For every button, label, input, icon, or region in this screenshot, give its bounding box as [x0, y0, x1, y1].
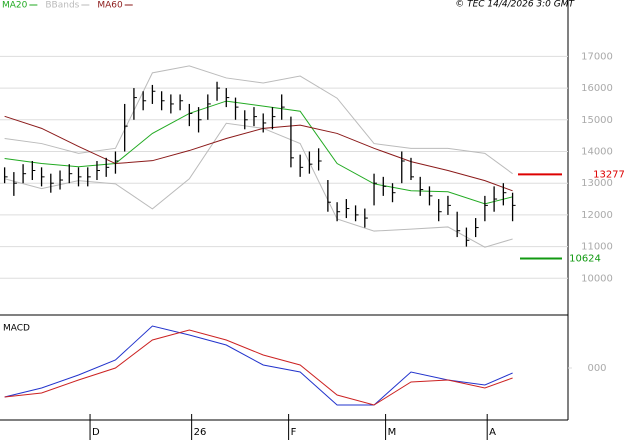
legend-label: MA60 — [97, 1, 123, 11]
level-label: 10624 — [569, 254, 601, 265]
x-tick-label: M — [388, 427, 397, 438]
y-tick-label: 15000 — [581, 115, 613, 126]
timestamp: © TEC 14/4/2026 3:0 GMT — [455, 0, 575, 10]
line-0 — [4, 100, 513, 205]
macd-line-0 — [4, 325, 513, 406]
y-tick-label: 17000 — [581, 51, 613, 62]
legend-label: BBands — [45, 1, 79, 11]
y-tick-label: 14000 — [581, 146, 613, 157]
level-label: 13277 — [593, 169, 625, 180]
x-tick-label: F — [291, 427, 297, 438]
macd-line-1 — [4, 329, 513, 406]
y-tick-label: 12000 — [581, 210, 613, 221]
y-tick-label: 13000 — [581, 178, 613, 189]
x-tick-label: D — [92, 427, 100, 438]
y-tick-label: 11000 — [581, 242, 613, 253]
x-tick-label: 26 — [194, 427, 207, 438]
legend-label: MA20 — [2, 1, 28, 11]
y-tick-label: 16000 — [581, 83, 613, 94]
y-tick-label: 000 — [587, 363, 606, 374]
macd-title: MACD — [3, 324, 30, 334]
y-tick-label: 10000 — [581, 273, 613, 284]
x-tick-label: A — [489, 427, 496, 438]
